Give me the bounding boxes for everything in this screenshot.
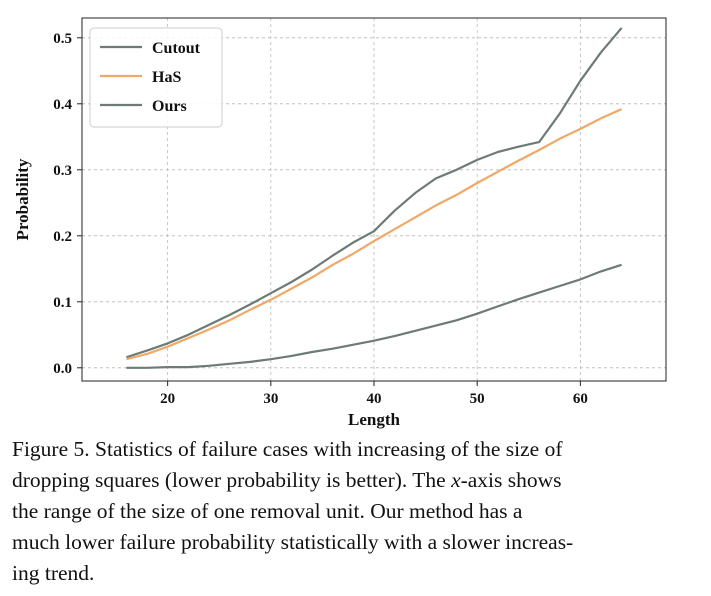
chart-container: 20 30 40 50 60 0.0 0.1 0.2 0.3 0.4 0.5 Length Prob… [13, 17, 667, 429]
y-tick-label: 0.4 [53, 97, 72, 113]
series-line-has [126, 108, 623, 361]
legend-box [89, 27, 223, 128]
x-tick-label: 30 [263, 391, 278, 407]
series-lines [126, 27, 623, 369]
legend-label-ours: Ours [152, 98, 187, 115]
y-tick-label: 0.3 [53, 163, 72, 179]
legend-label-has: HaS [152, 69, 181, 86]
y-tick-label: 0.0 [53, 361, 72, 377]
figure-caption: Figure 5. Statistics of failure cases wi… [12, 434, 700, 589]
legend: Cutout HaS Ours [89, 27, 223, 128]
caption-line-5: ing trend. [12, 561, 95, 585]
series-line-cutout [126, 27, 623, 359]
y-tick-label: 0.1 [53, 295, 72, 311]
caption-line-2: dropping squares (lower probability is b… [12, 465, 700, 496]
caption-line-2-start: dropping squares (lower probability is b… [12, 468, 452, 492]
caption-line-3: the range of the size of one removal uni… [12, 499, 523, 523]
caption-line-1: Figure 5. Statistics of failure cases wi… [12, 437, 563, 461]
series-line-ours [126, 263, 622, 369]
caption-line-4: much lower failure probability statistic… [12, 530, 574, 554]
x-tick-label: 50 [470, 391, 485, 407]
x-axis-title: Length [348, 410, 401, 429]
line-chart: 20 30 40 50 60 0.0 0.1 0.2 0.3 0.4 0.5 Length Prob… [13, 17, 667, 429]
y-tick-label: 0.2 [53, 229, 72, 245]
x-tick-label: 60 [573, 391, 588, 407]
y-tick-label: 0.5 [53, 31, 72, 47]
legend-label-cutout: Cutout [152, 40, 201, 57]
x-tick-label: 40 [367, 391, 382, 407]
caption-x-variable: x [451, 468, 461, 492]
y-axis-title: Probability [13, 158, 32, 240]
x-tick-label: 20 [160, 391, 175, 407]
axis-ticks: 20 30 40 50 60 0.0 0.1 0.2 0.3 0.4 0.5 [53, 31, 588, 407]
caption-line-2-end: -axis shows [460, 468, 562, 492]
